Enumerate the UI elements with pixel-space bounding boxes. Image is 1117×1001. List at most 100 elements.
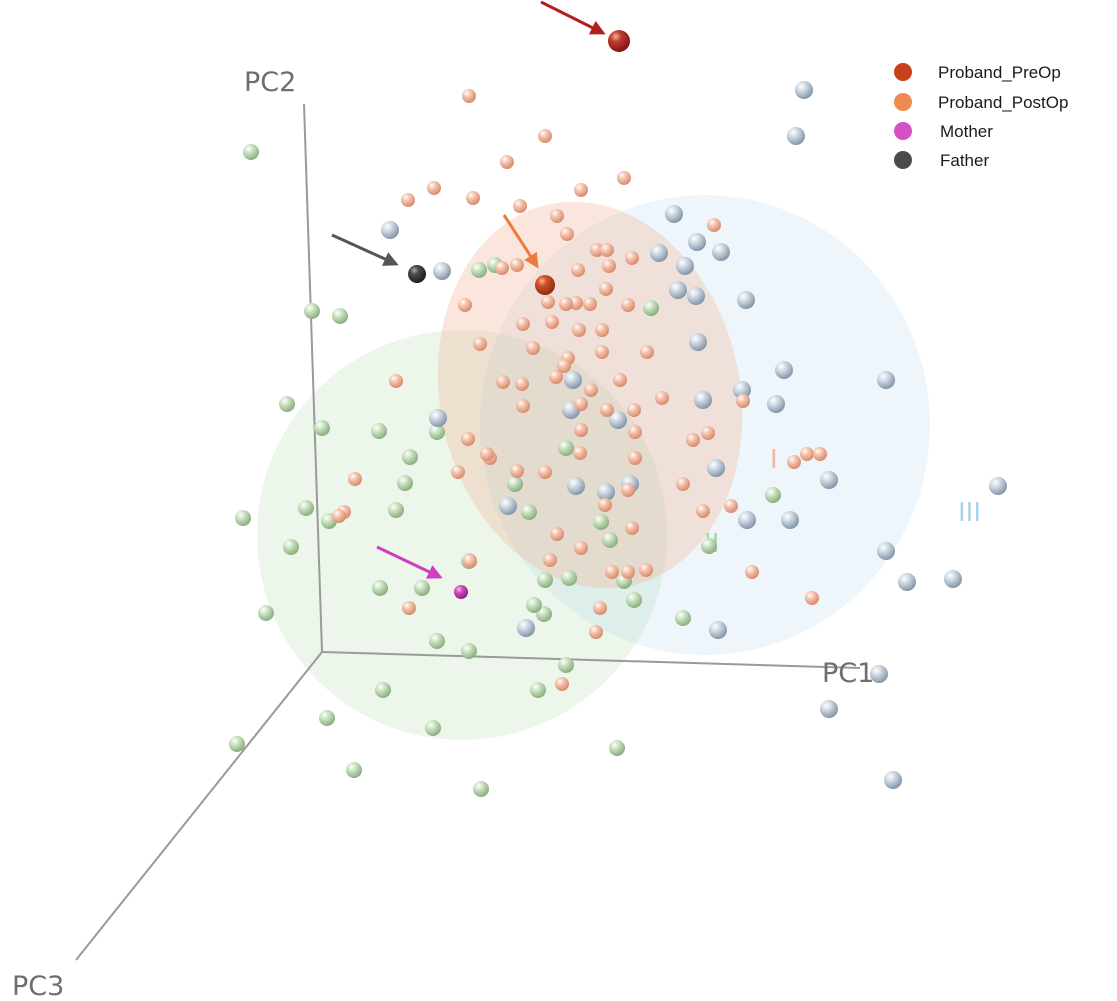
scatter-point-group-i-48[interactable] (461, 432, 475, 446)
scatter-point-group-iii-32[interactable] (898, 573, 916, 591)
scatter-point-group-ii-45[interactable] (701, 538, 717, 554)
scatter-point-group-iii-6[interactable] (676, 257, 694, 275)
scatter-point-group-i-44[interactable] (516, 399, 530, 413)
scatter-point-group-i-53[interactable] (538, 465, 552, 479)
scatter-point-group-i-72[interactable] (574, 541, 588, 555)
scatter-point-group-i-56[interactable] (676, 477, 690, 491)
scatter-point-group-i-80[interactable] (402, 601, 416, 615)
scatter-point-group-i-10[interactable] (707, 218, 721, 232)
scatter-point-group-i-6[interactable] (466, 191, 480, 205)
scatter-point-group-i-11[interactable] (560, 227, 574, 241)
scatter-point-group-iii-14[interactable] (877, 371, 895, 389)
scatter-point-group-i-57[interactable] (686, 433, 700, 447)
scatter-point-group-iii-5[interactable] (650, 244, 668, 262)
scatter-point-group-ii-0[interactable] (243, 144, 259, 160)
scatter-point-group-i-65[interactable] (800, 447, 814, 461)
scatter-point-group-iii-8[interactable] (688, 233, 706, 251)
scatter-point-group-ii-14[interactable] (507, 476, 523, 492)
scatter-point-group-i-25[interactable] (458, 298, 472, 312)
scatter-point-group-ii-15[interactable] (283, 539, 299, 555)
scatter-point-group-i-9[interactable] (550, 209, 564, 223)
scatter-point-group-iii-23[interactable] (820, 471, 838, 489)
scatter-point-group-ii-12[interactable] (388, 502, 404, 518)
scatter-point-group-ii-30[interactable] (675, 610, 691, 626)
scatter-point-group-iii-12[interactable] (689, 333, 707, 351)
scatter-point-group-i-34[interactable] (473, 337, 487, 351)
scatter-point-group-i-37[interactable] (496, 375, 510, 389)
scatter-point-group-i-17[interactable] (510, 258, 524, 272)
scatter-point-group-i-73[interactable] (625, 521, 639, 535)
scatter-point-group-i-23[interactable] (583, 297, 597, 311)
scatter-point-group-iii-35[interactable] (709, 621, 727, 639)
scatter-point-group-ii-26[interactable] (537, 572, 553, 588)
scatter-point-group-i-29[interactable] (595, 323, 609, 337)
scatter-point-group-i-40[interactable] (584, 383, 598, 397)
scatter-point-group-i-50[interactable] (628, 425, 642, 439)
scatter-point-group-i-45[interactable] (574, 397, 588, 411)
scatter-point-group-ii-42[interactable] (609, 740, 625, 756)
scatter-point-group-i-78[interactable] (639, 563, 653, 577)
scatter-point-group-i-75[interactable] (543, 553, 557, 567)
sample-proband-postop[interactable] (535, 275, 555, 295)
scatter-point-group-ii-41[interactable] (229, 736, 245, 752)
scatter-point-group-ii-44[interactable] (765, 487, 781, 503)
scatter-point-group-i-59[interactable] (480, 447, 494, 461)
scatter-point-group-i-2[interactable] (500, 155, 514, 169)
scatter-point-group-iii-11[interactable] (737, 291, 755, 309)
scatter-point-group-iii-17[interactable] (733, 381, 751, 399)
sample-proband-preop[interactable] (608, 30, 630, 52)
scatter-point-group-iii-34[interactable] (517, 619, 535, 637)
scatter-point-group-i-13[interactable] (600, 243, 614, 257)
scatter-point-group-iii-4[interactable] (665, 205, 683, 223)
scatter-point-group-i-66[interactable] (787, 455, 801, 469)
scatter-point-group-iii-22[interactable] (707, 459, 725, 477)
scatter-point-group-i-15[interactable] (602, 259, 616, 273)
scatter-point-group-ii-7[interactable] (314, 420, 330, 436)
scatter-point-group-ii-20[interactable] (593, 514, 609, 530)
scatter-point-group-iii-2[interactable] (381, 221, 399, 239)
scatter-point-group-iii-19[interactable] (564, 371, 582, 389)
scatter-point-group-ii-40[interactable] (346, 762, 362, 778)
scatter-point-group-i-1[interactable] (538, 129, 552, 143)
scatter-point-group-i-77[interactable] (621, 565, 635, 579)
scatter-point-group-i-14[interactable] (625, 251, 639, 265)
scatter-point-group-ii-43[interactable] (473, 781, 489, 797)
scatter-point-group-iii-16[interactable] (694, 391, 712, 409)
scatter-point-group-i-22[interactable] (541, 295, 555, 309)
scatter-point-group-iii-24[interactable] (989, 477, 1007, 495)
scatter-point-group-i-7[interactable] (401, 193, 415, 207)
scatter-point-group-ii-19[interactable] (558, 440, 574, 456)
scatter-point-group-i-28[interactable] (572, 323, 586, 337)
scatter-point-group-ii-10[interactable] (298, 500, 314, 516)
scatter-point-group-i-67[interactable] (813, 447, 827, 461)
scatter-point-group-iii-21[interactable] (609, 411, 627, 429)
scatter-point-group-ii-35[interactable] (558, 657, 574, 673)
scatter-point-group-i-46[interactable] (600, 403, 614, 417)
scatter-point-group-ii-37[interactable] (530, 682, 546, 698)
scatter-point-group-i-30[interactable] (526, 341, 540, 355)
scatter-point-group-i-83[interactable] (805, 591, 819, 605)
scatter-point-group-ii-22[interactable] (643, 300, 659, 316)
scatter-point-group-i-8[interactable] (513, 199, 527, 213)
scatter-point-group-ii-8[interactable] (429, 424, 445, 440)
scatter-point-group-iii-10[interactable] (669, 281, 687, 299)
scatter-point-group-ii-34[interactable] (461, 643, 477, 659)
scatter-point-group-i-74[interactable] (463, 554, 477, 568)
scatter-point-group-iii-26[interactable] (597, 483, 615, 501)
scatter-point-group-iii-13[interactable] (775, 361, 793, 379)
scatter-point-group-i-76[interactable] (605, 565, 619, 579)
scatter-point-group-iii-30[interactable] (781, 511, 799, 529)
scatter-point-group-i-3[interactable] (574, 183, 588, 197)
scatter-point-group-i-64[interactable] (724, 499, 738, 513)
scatter-point-group-ii-1[interactable] (304, 303, 320, 319)
sample-father[interactable] (408, 265, 426, 283)
scatter-point-group-iii-7[interactable] (712, 243, 730, 261)
scatter-point-group-i-24[interactable] (621, 298, 635, 312)
scatter-point-group-i-52[interactable] (510, 464, 524, 478)
scatter-point-group-ii-36[interactable] (375, 682, 391, 698)
scatter-point-group-ii-27[interactable] (561, 570, 577, 586)
scatter-point-group-i-54[interactable] (573, 446, 587, 460)
scatter-point-group-i-4[interactable] (617, 171, 631, 185)
scatter-point-group-i-49[interactable] (574, 423, 588, 437)
scatter-point-group-i-55[interactable] (628, 451, 642, 465)
